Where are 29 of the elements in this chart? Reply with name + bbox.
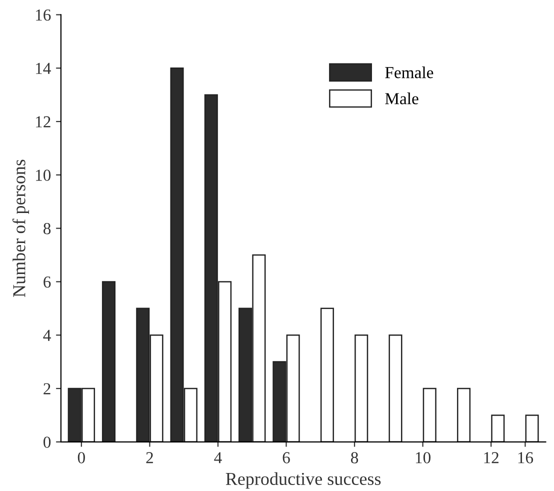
- x-tick-label: 10: [416, 452, 430, 464]
- x-tick-label: 12: [484, 452, 498, 464]
- x-tick-label: 6: [282, 452, 290, 464]
- legend-label: Female: [385, 66, 434, 78]
- y-axis-title: Number of persons: [12, 160, 29, 297]
- legend-label: Male: [385, 92, 418, 104]
- bar: [354, 334, 368, 442]
- y-tick-label: 14: [36, 62, 51, 74]
- x-axis-title: Reproductive success: [226, 472, 381, 489]
- y-tick-label: 12: [36, 116, 50, 128]
- y-tick-label: 0: [44, 436, 51, 448]
- bar: [388, 334, 402, 442]
- x-tick-label: 16: [518, 452, 534, 464]
- y-tick-label: 4: [43, 330, 51, 341]
- x-tick-label: 2: [146, 452, 153, 464]
- bar: [491, 414, 505, 442]
- x-tick-label: 4: [214, 452, 222, 464]
- bar: [456, 388, 471, 442]
- bar: [525, 414, 539, 442]
- y-tick-label: 8: [44, 223, 51, 234]
- y-tick-label: 16: [36, 9, 51, 21]
- x-tick-label: 8: [350, 452, 358, 464]
- y-tick-label: 2: [44, 383, 50, 394]
- x-tick-label: 0: [78, 452, 85, 464]
- bar: [320, 308, 334, 442]
- y-tick-label: 10: [36, 170, 51, 181]
- bar: [102, 281, 116, 442]
- bar: [422, 388, 436, 442]
- y-tick-label: 6: [44, 276, 51, 288]
